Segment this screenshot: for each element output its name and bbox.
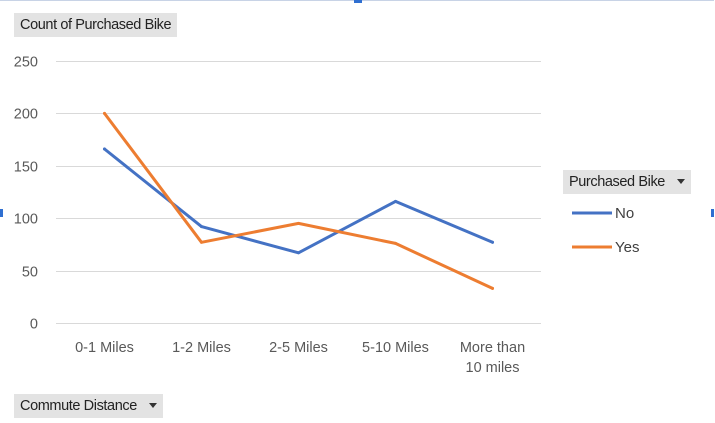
x-tick-label: 1-2 Miles bbox=[172, 340, 231, 356]
y-tick-label: 50 bbox=[22, 265, 38, 281]
data-point bbox=[297, 251, 300, 255]
data-point bbox=[297, 221, 300, 225]
x-tick-label: 0-1 Miles bbox=[75, 340, 134, 356]
series-line-no bbox=[103, 147, 494, 255]
legend-field-label: Purchased Bike bbox=[569, 174, 665, 190]
data-point bbox=[103, 147, 106, 151]
axis-field-label: Commute Distance bbox=[20, 398, 137, 414]
data-point bbox=[491, 240, 494, 244]
x-tick-label: 10 miles bbox=[466, 360, 520, 376]
legend-entry: Yes bbox=[615, 239, 639, 256]
chevron-down-icon bbox=[676, 178, 685, 184]
y-tick-label: 250 bbox=[14, 55, 38, 71]
data-point bbox=[394, 241, 397, 245]
legend-entry: No bbox=[615, 205, 634, 222]
x-tick-label: 5-10 Miles bbox=[362, 340, 429, 356]
data-point bbox=[200, 225, 203, 229]
y-tick-label: 150 bbox=[14, 160, 38, 176]
data-point bbox=[103, 111, 106, 115]
x-tick-label: More than bbox=[460, 340, 525, 356]
legend-field-button[interactable]: Purchased Bike bbox=[563, 170, 691, 194]
data-point bbox=[394, 199, 397, 203]
resize-handle-left[interactable] bbox=[0, 209, 3, 217]
data-point bbox=[491, 286, 494, 290]
value-field-button[interactable]: Count of Purchased Bike bbox=[14, 13, 178, 37]
series-line-yes bbox=[103, 111, 494, 290]
resize-handle-top[interactable] bbox=[354, 0, 362, 3]
resize-handle-right[interactable] bbox=[711, 209, 714, 217]
y-tick-label: 100 bbox=[14, 212, 38, 228]
chevron-down-icon bbox=[148, 402, 157, 408]
value-field-label: Count of Purchased Bike bbox=[20, 17, 172, 33]
axis-field-button[interactable]: Commute Distance bbox=[14, 394, 163, 418]
y-tick-label: 0 bbox=[30, 317, 38, 333]
y-tick-label: 200 bbox=[14, 107, 38, 123]
x-tick-label: 2-5 Miles bbox=[269, 340, 328, 356]
data-point bbox=[200, 240, 203, 244]
